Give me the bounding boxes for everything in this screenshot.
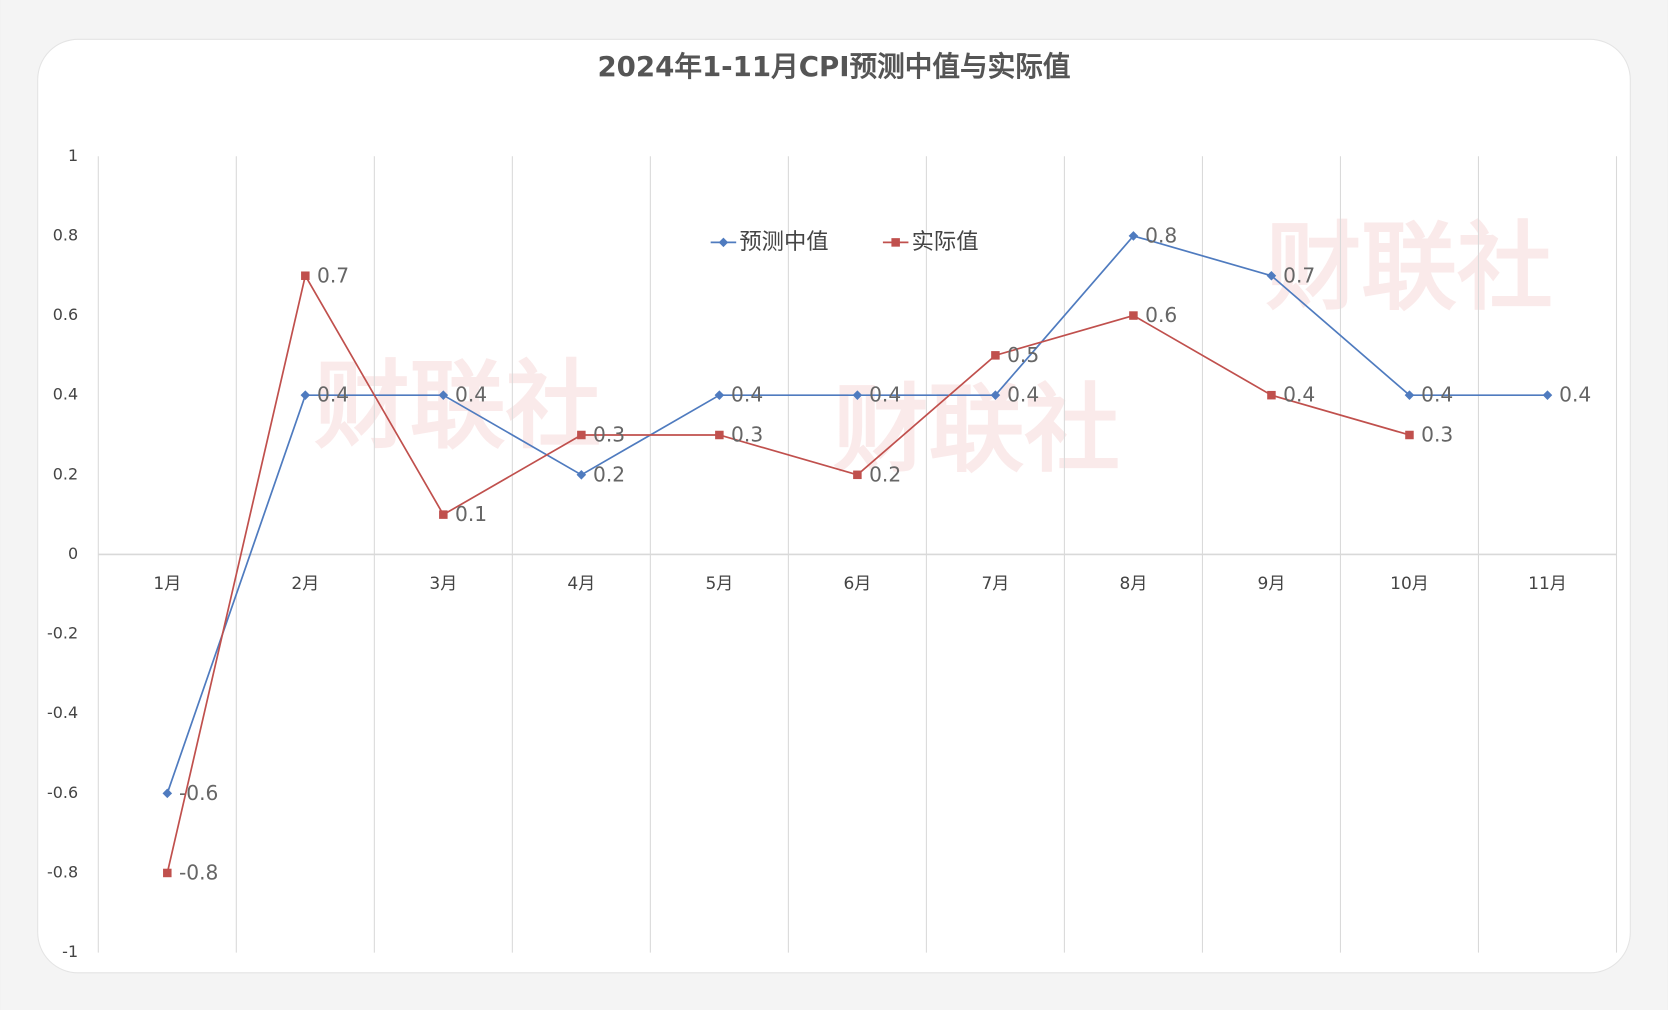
data-label: 0.7 (317, 263, 349, 287)
data-label: 0.6 (1145, 303, 1177, 327)
data-point (1267, 390, 1276, 400)
y-tick-label: 0.8 (53, 225, 78, 244)
data-label: 0.4 (1007, 383, 1039, 407)
x-tick-label: 7月 (981, 574, 1009, 594)
data-label: 0.4 (1421, 383, 1453, 407)
data-label: 0.8 (1145, 223, 1177, 247)
y-tick-label: -1 (62, 942, 78, 961)
chart-title: 2024年1-11月CPI预测中值与实际值 (597, 50, 1070, 83)
data-point (301, 271, 310, 280)
data-point (891, 238, 900, 247)
x-tick-label: 11月 (1528, 574, 1567, 594)
data-label: 0.4 (731, 383, 763, 407)
x-tick-label: 5月 (705, 574, 733, 594)
data-label: 0.4 (1283, 383, 1315, 407)
series-line (166, 273, 1410, 874)
watermark: 财联社 (1266, 212, 1553, 324)
data-point (1405, 430, 1414, 440)
data-label: 0.5 (1007, 343, 1039, 367)
y-tick-label: -0.6 (47, 783, 78, 802)
x-tick-label: 9月 (1258, 574, 1286, 594)
y-tick-label: -0.4 (47, 703, 78, 722)
data-label: 0.4 (1559, 383, 1591, 407)
data-label: 0.1 (455, 502, 487, 526)
data-point (715, 430, 724, 440)
y-tick-label: 0.2 (53, 464, 78, 483)
legend-label: 预测中值 (739, 229, 828, 255)
data-label: 0.3 (1421, 423, 1453, 447)
x-tick-label: 3月 (429, 574, 457, 594)
data-label: 0.4 (455, 383, 487, 407)
data-label: 0.4 (869, 383, 901, 407)
y-tick-label: 0 (68, 544, 78, 563)
x-tick-label: 8月 (1120, 574, 1148, 594)
data-point (439, 510, 448, 519)
x-tick-label: 6月 (843, 574, 871, 594)
data-point (853, 470, 862, 480)
x-tick-label: 1月 (153, 574, 181, 594)
data-label: 0.7 (1283, 263, 1315, 287)
data-label: 0.4 (317, 383, 349, 407)
data-point (991, 351, 1000, 360)
data-label: 0.3 (731, 423, 763, 447)
y-tick-label: 1 (68, 146, 78, 165)
x-tick-label: 10月 (1390, 574, 1429, 594)
data-label: -0.8 (179, 861, 218, 885)
data-label: -0.6 (179, 781, 218, 805)
y-tick-label: 0.6 (53, 305, 78, 324)
data-label: 0.2 (593, 462, 625, 486)
watermark: 财联社 (314, 350, 601, 462)
card (37, 38, 1631, 974)
data-label: 0.2 (869, 462, 901, 486)
y-tick-label: -0.2 (47, 624, 78, 643)
watermark: 财联社 (833, 373, 1120, 485)
y-tick-label: 0.4 (53, 385, 78, 404)
data-point (577, 430, 586, 440)
y-tick-label: -0.8 (47, 862, 78, 881)
legend-label: 实际值 (912, 229, 979, 255)
data-label: 0.3 (593, 423, 625, 447)
x-tick-label: 2月 (291, 574, 319, 594)
x-tick-label: 4月 (567, 574, 595, 594)
data-point (163, 868, 172, 878)
data-point (1129, 311, 1138, 320)
